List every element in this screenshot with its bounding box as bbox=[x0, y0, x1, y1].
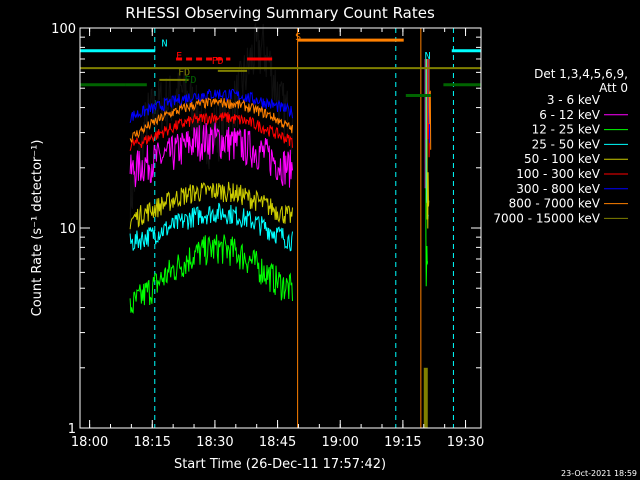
series-line-late bbox=[426, 59, 430, 229]
y-tick-label: 1 bbox=[68, 422, 76, 437]
series-line-late bbox=[428, 59, 432, 150]
legend-entry-label: 800 - 7000 keV bbox=[509, 197, 601, 211]
x-tick-label: 19:30 bbox=[447, 435, 484, 450]
x-tick-label: 18:45 bbox=[259, 435, 296, 450]
series-line bbox=[129, 122, 293, 188]
x-tick-label: 19:15 bbox=[384, 435, 421, 450]
generated-timestamp: 23-Oct-2021 18:59 bbox=[561, 469, 637, 478]
legend-entry-label: 25 - 50 keV bbox=[532, 137, 601, 151]
series-line-late bbox=[427, 59, 430, 158]
legend-entry-label: 50 - 100 keV bbox=[524, 152, 601, 166]
series-line bbox=[129, 97, 293, 143]
plot-area bbox=[154, 28, 454, 428]
legend-entry-label: 7000 - 15000 keV bbox=[493, 211, 600, 225]
series-line bbox=[129, 88, 293, 123]
flag-label: FD bbox=[184, 75, 196, 86]
legend-header: Att 0 bbox=[599, 81, 628, 95]
legend-entry-label: 300 - 800 keV bbox=[516, 182, 600, 196]
y-tick-label: 10 bbox=[59, 222, 76, 237]
x-tick-label: 18:15 bbox=[134, 435, 171, 450]
series-layer bbox=[80, 21, 481, 314]
flag-spike bbox=[423, 367, 428, 428]
y-tick-label: 100 bbox=[51, 22, 76, 37]
series-line bbox=[129, 202, 293, 252]
flag-label: S bbox=[295, 32, 301, 43]
chart-title: RHESSI Observing Summary Count Rates bbox=[125, 4, 435, 22]
x-tick-label: 18:00 bbox=[71, 435, 108, 450]
flag-label: N bbox=[161, 38, 167, 49]
x-axis-label: Start Time (26-Dec-11 17:57:42) bbox=[174, 457, 386, 472]
x-tick-label: 18:30 bbox=[196, 435, 233, 450]
flag-label: FD bbox=[178, 67, 190, 78]
series-line bbox=[129, 234, 293, 314]
series-line-late bbox=[425, 59, 428, 287]
x-tick-label: 19:00 bbox=[321, 435, 358, 450]
legend-header: Det 1,3,4,5,6,9, bbox=[534, 67, 628, 81]
axes: 18:00 18:15 18:30 18:45 19:00 19:15 19:30 1 10 10… bbox=[51, 22, 484, 450]
flag-label: N bbox=[425, 51, 431, 62]
y-axis-label: Count Rate (s⁻¹ detector⁻¹) bbox=[30, 140, 45, 317]
flag-label: FD bbox=[212, 56, 224, 67]
series-line bbox=[129, 112, 293, 151]
series-line bbox=[129, 181, 293, 230]
legend-entry-label: 3 - 6 keV bbox=[547, 93, 601, 107]
flag-label: E bbox=[176, 51, 182, 62]
legend-entry-label: 12 - 25 keV bbox=[532, 123, 601, 137]
legend-entry-label: 6 - 12 keV bbox=[539, 108, 601, 122]
legend-entry-label: 100 - 300 keV bbox=[516, 167, 600, 181]
